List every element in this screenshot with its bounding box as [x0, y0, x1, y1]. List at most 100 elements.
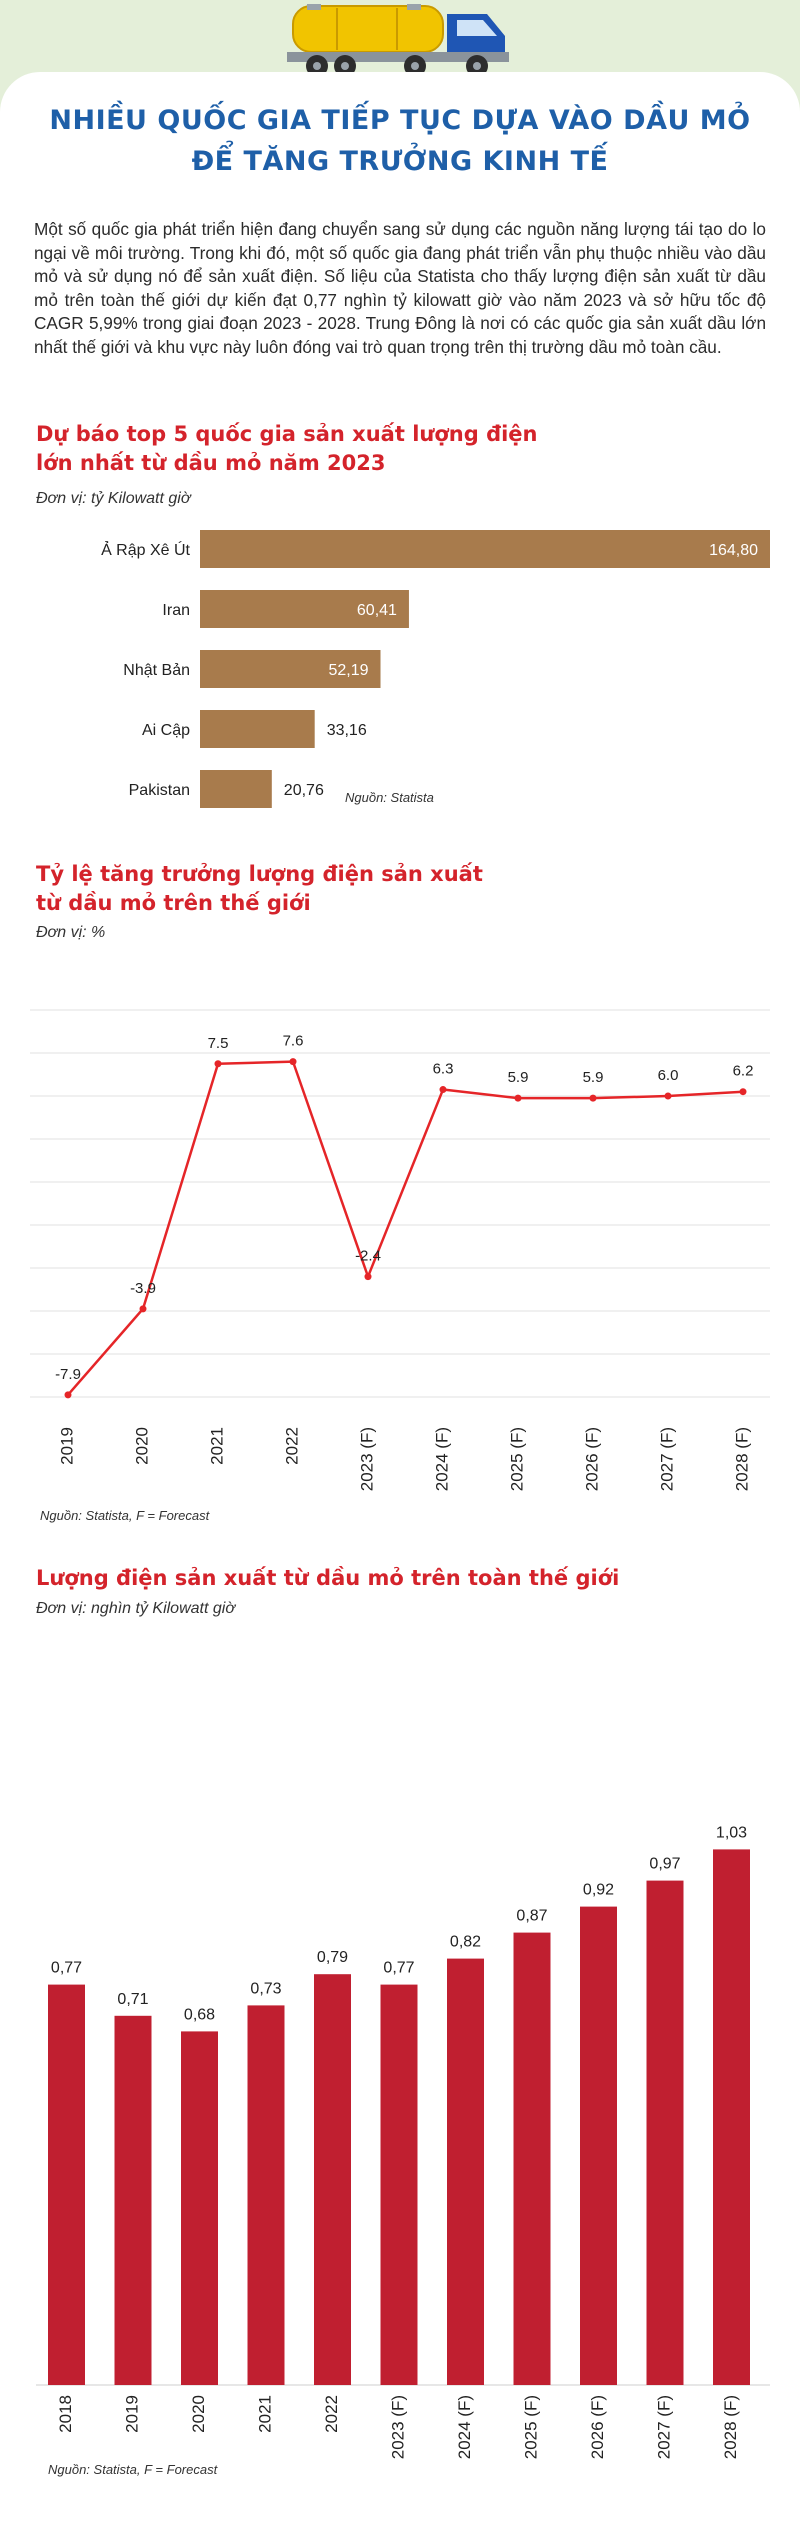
x-tick-label: 2023 (F) [357, 1427, 376, 1491]
bar [200, 770, 272, 808]
x-tick-label: 2025 (F) [521, 2395, 540, 2459]
data-label: 5.9 [583, 1069, 604, 1086]
data-label: -3.9 [130, 1280, 156, 1297]
bar-category-label: Ả Rập Xê Út [101, 540, 190, 559]
bar-value-label: 164,80 [709, 542, 758, 559]
tanker-truck-icon [287, 4, 509, 77]
chart3-title: Lượng điện sản xuất từ dầu mỏ trên toàn … [36, 1566, 620, 1590]
chart1-source: Nguồn: Statista [345, 790, 434, 805]
bar-category-label: Ai Cập [142, 722, 190, 739]
bar [580, 1906, 617, 2385]
bar-value-label: 0,97 [649, 1856, 680, 1873]
bar-value-label: 0,71 [117, 1991, 148, 2008]
data-point [139, 1305, 147, 1313]
bar [646, 1880, 684, 2385]
data-point [439, 1086, 447, 1094]
chart2-title-line-1: Tỷ lệ tăng trưởng lượng điện sản xuất [36, 862, 483, 886]
bar-category-label: Pakistan [129, 782, 190, 799]
chart1-unit: Đơn vị: tỷ Kilowatt giờ [36, 490, 191, 507]
chart1-title-line-2: lớn nhất từ dầu mỏ năm 2023 [36, 451, 386, 475]
data-point [64, 1391, 72, 1399]
x-tick-label: 2027 (F) [657, 1427, 676, 1491]
bar [247, 2005, 285, 2385]
data-point [514, 1094, 522, 1102]
chart2-title-line-2: từ dầu mỏ trên thế giới [36, 891, 311, 915]
bar [200, 710, 315, 748]
chart2-line-chart: -7.9 -3.9 7.5 7.6 -2.4 6.3 5.9 5.9 6.0 6.2 2019 202… [30, 1009, 770, 1491]
chart2-title: Tỷ lệ tăng trưởng lượng điện sản xuất từ… [36, 860, 483, 918]
x-tick-label: 2021 [207, 1427, 226, 1465]
page-title: NHIỀU QUỐC GIA TIẾP TỤC DỰA VÀO DẦU MỎ Đ… [0, 100, 800, 182]
x-tick-label: 2018 [56, 2395, 75, 2433]
x-tick-label: 2028 (F) [721, 2395, 740, 2459]
bar-value-label: 52,19 [328, 662, 368, 679]
bar-value-label: 0,77 [383, 1960, 414, 1977]
chart1-title-line-1: Dự báo top 5 quốc gia sản xuất lượng điệ… [36, 422, 538, 446]
bar [48, 1984, 85, 2385]
x-tick-label: 2019 [122, 2395, 141, 2433]
x-tick-label: 2022 [282, 1427, 301, 1465]
data-point [739, 1088, 747, 1096]
data-label: -7.9 [55, 1366, 81, 1383]
bar-value-label: 60,41 [357, 602, 397, 619]
x-tick-label: 2020 [132, 1427, 151, 1465]
series-line [67, 1060, 744, 1396]
chart3-unit: Đơn vị: nghìn tỷ Kilowatt giờ [36, 1600, 235, 1617]
data-label: 6.2 [733, 1063, 754, 1080]
bar-value-label: 0,82 [450, 1934, 481, 1951]
x-tick-label: 2024 (F) [455, 2395, 474, 2459]
x-tick-label: 2025 (F) [507, 1427, 526, 1491]
data-label: 7.5 [208, 1035, 229, 1052]
bar-value-label: 33,16 [327, 722, 367, 739]
bar-value-label: 0,68 [184, 2006, 215, 2023]
bar [114, 2015, 152, 2385]
chart1-horizontal-bar-chart: Ả Rập Xê Út 164,80 Iran 60,41 Nhật Bản 52,19 A… [101, 530, 770, 808]
data-point [289, 1058, 297, 1066]
bar-category-label: Nhật Bản [123, 662, 190, 679]
bar-value-label: 0,92 [583, 1882, 614, 1899]
data-point [664, 1092, 672, 1100]
data-point [589, 1094, 597, 1102]
chart1-title: Dự báo top 5 quốc gia sản xuất lượng điệ… [36, 420, 538, 478]
intro-paragraph: Một số quốc gia phát triển hiện đang chu… [34, 219, 766, 357]
x-tick-label: 2026 (F) [588, 2395, 607, 2459]
bar [713, 1849, 750, 2385]
data-label: 6.3 [433, 1061, 454, 1078]
bar [200, 590, 409, 628]
x-tick-label: 2028 (F) [732, 1427, 751, 1491]
data-point [364, 1273, 372, 1281]
bar [181, 2031, 218, 2385]
bar-category-label: Iran [162, 602, 190, 619]
page-title-line-1: NHIỀU QUỐC GIA TIẾP TỤC DỰA VÀO DẦU MỎ [49, 105, 751, 136]
bar [513, 1932, 551, 2385]
bar [380, 1984, 418, 2385]
data-point [214, 1060, 222, 1068]
data-label: 7.6 [283, 1033, 304, 1050]
bar-value-label: 0,77 [51, 1960, 82, 1977]
bar-value-label: 20,76 [284, 782, 324, 799]
data-label: 5.9 [508, 1069, 529, 1086]
bar [447, 1958, 484, 2385]
data-label: 6.0 [658, 1067, 679, 1084]
bar [200, 530, 770, 568]
bar-value-label: 0,73 [250, 1980, 281, 1997]
chart2-source: Nguồn: Statista, F = Forecast [40, 1508, 210, 1523]
chart3-source: Nguồn: Statista, F = Forecast [48, 2462, 218, 2477]
x-tick-label: 2024 (F) [432, 1427, 451, 1491]
bar [314, 1974, 351, 2385]
bar-value-label: 0,87 [516, 1908, 547, 1925]
chart3-vertical-bar-chart: 0,77 0,71 0,68 0,73 0,79 0,77 0,82 0,87 0,92 0,97… [36, 1824, 770, 2459]
x-tick-label: 2021 [255, 2395, 274, 2433]
x-tick-label: 2020 [189, 2395, 208, 2433]
bar [200, 650, 381, 688]
data-label: -2.4 [355, 1248, 381, 1265]
x-tick-label: 2019 [57, 1427, 76, 1465]
chart2-unit: Đơn vị: % [36, 924, 106, 941]
bar-value-label: 0,79 [317, 1949, 348, 1966]
x-tick-label: 2022 [322, 2395, 341, 2433]
x-tick-label: 2026 (F) [582, 1427, 601, 1491]
page-title-line-2: ĐỂ TĂNG TRƯỞNG KINH TẾ [191, 146, 609, 177]
bar-value-label: 1,03 [716, 1824, 747, 1841]
x-tick-label: 2023 (F) [388, 2395, 407, 2459]
x-tick-label: 2027 (F) [654, 2395, 673, 2459]
